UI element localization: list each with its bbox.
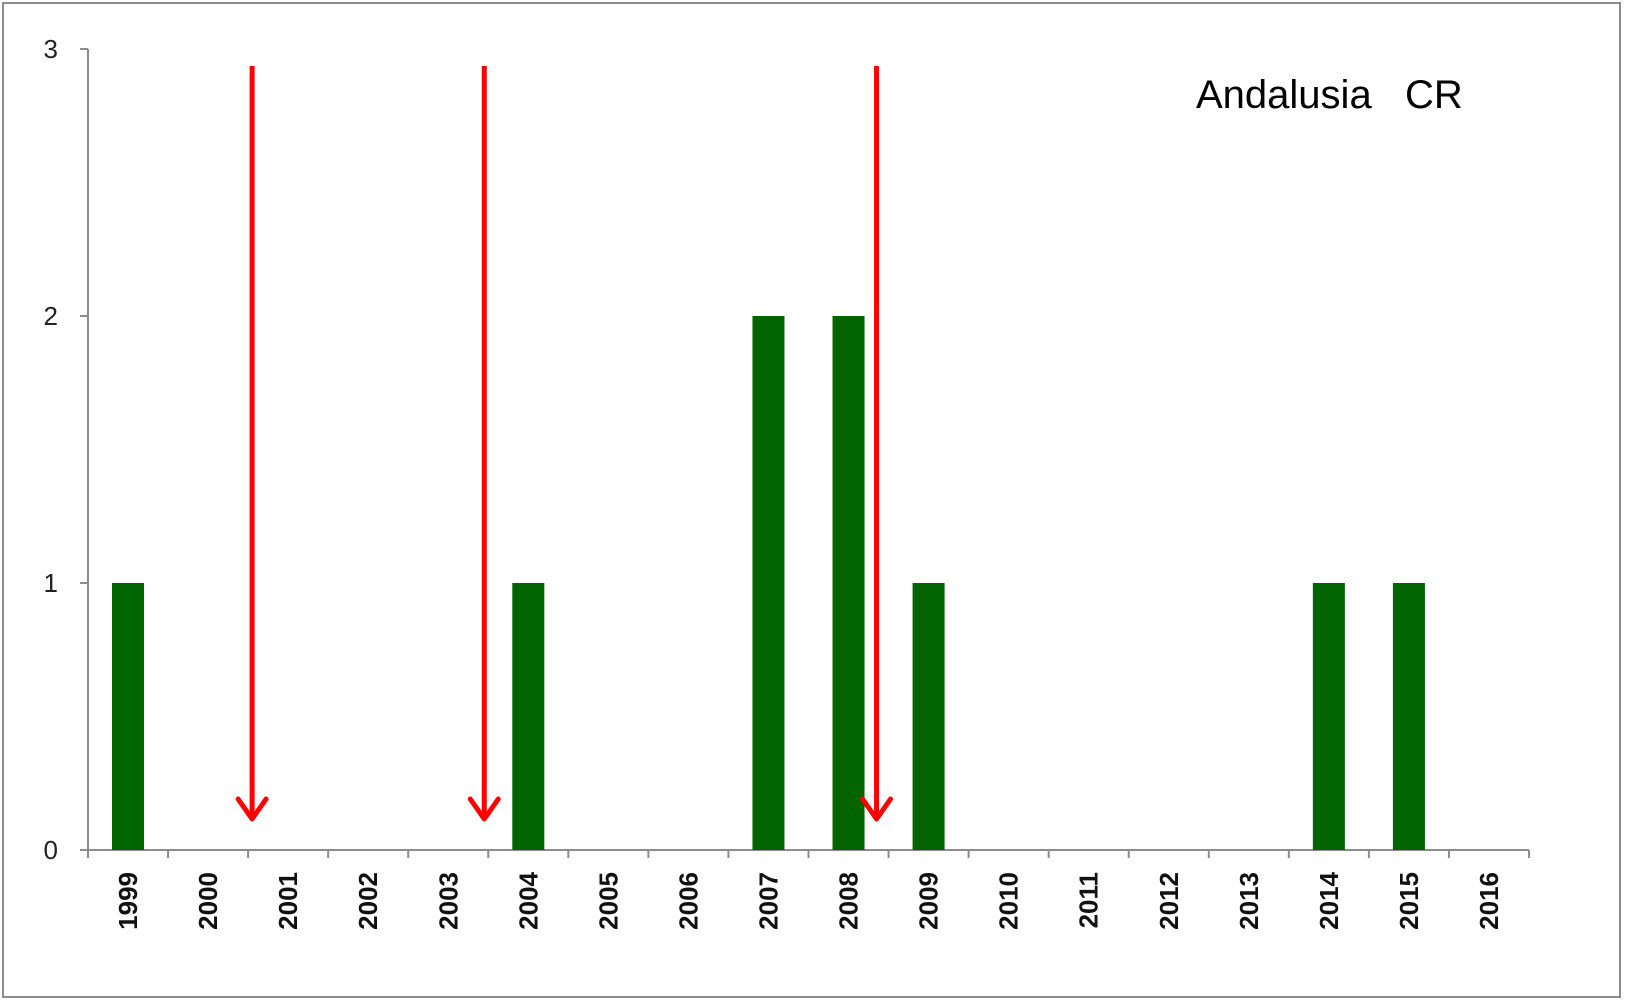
x-tick-label: 2014 [1314,871,1344,929]
bar [1392,583,1425,850]
bar [912,583,945,850]
x-tick-label: 2015 [1394,872,1424,930]
y-ticks: 0 1 2 3 [44,34,88,865]
bar [112,583,145,850]
y-tick-label: 2 [44,301,58,331]
annotation-label: Andalusia CR [1196,73,1463,117]
x-tick-label: 2007 [753,872,783,930]
x-tick-label: 1999 [113,872,143,930]
x-tick-label: 2002 [353,872,383,930]
bar [1312,583,1345,850]
x-tick-label: 2009 [914,872,944,930]
x-tick-label: 2000 [193,872,223,930]
arrows [235,66,894,822]
y-tick-label: 3 [44,34,58,64]
x-tick-label: 2010 [994,872,1024,930]
arrow-head [467,796,501,822]
arrow-head [235,796,269,822]
x-tick-label: 2003 [433,872,463,930]
bar [512,583,545,850]
x-tick-label: 2012 [1154,872,1184,930]
x-tick-label: 2004 [513,871,543,929]
x-tick-label: 2013 [1234,872,1264,930]
y-tick-label: 1 [44,568,58,598]
x-ticks: 1999 2000 2001 2002 2003 2004 2005 2006 2007 2008… [87,850,1530,930]
bars [112,316,1425,850]
y-tick-label: 0 [44,835,58,865]
bar [752,316,785,850]
x-tick-label: 2001 [273,872,303,930]
bar-chart: 0 1 2 3 1999 2000 2001 2002 2003 2004 2005 2006 200… [44,34,1530,930]
x-tick-label: 2005 [593,872,623,930]
x-tick-label: 2011 [1074,872,1104,928]
arrow-head [860,796,894,822]
x-tick-label: 2008 [834,872,864,930]
x-tick-label: 2016 [1474,872,1504,930]
bar [832,316,865,850]
x-tick-label: 2006 [673,872,703,930]
